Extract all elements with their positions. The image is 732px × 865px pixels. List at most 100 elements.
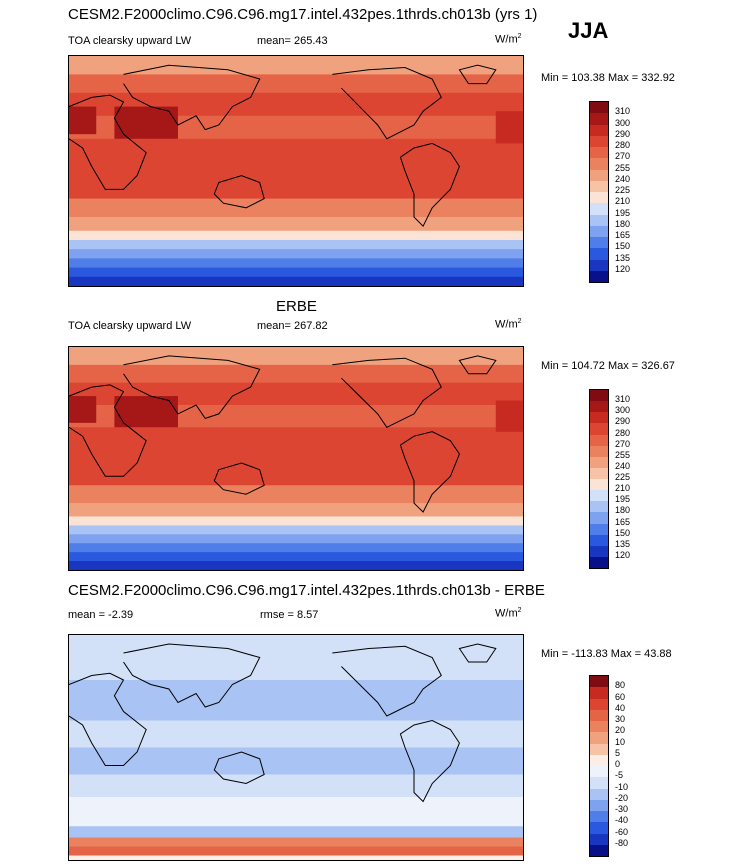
colorbar-tick-label: 30 (615, 714, 626, 724)
colorbar-tick-label: 300 (615, 405, 631, 416)
colorbar-cell (590, 203, 608, 215)
field-band (69, 267, 523, 278)
colorbar-tick-label: 135 (615, 252, 631, 263)
colorbar-tick-label: 60 (615, 691, 626, 702)
colorbar-tick-label: 135 (615, 538, 631, 549)
colorbar-cell (590, 124, 608, 136)
colorbar-tick-label: -5 (615, 770, 624, 781)
colorbar-tick-label: 270 (615, 438, 631, 449)
colorbar-cell (590, 556, 608, 568)
field-band (69, 635, 523, 681)
colorbar-tick-label: 240 (615, 173, 631, 184)
colorbar-cell (590, 102, 608, 114)
field-band (69, 680, 523, 721)
colorbar-cell (590, 799, 608, 811)
colorbar-tick-label: -10 (615, 781, 629, 792)
field-band (69, 774, 523, 798)
colorbar-cell (590, 788, 608, 800)
field-band (69, 747, 523, 775)
field-band (69, 347, 523, 366)
field-band (69, 249, 523, 259)
colorbar-tick-label: 120 (615, 549, 631, 560)
colorbar-cell (590, 113, 608, 125)
field-band (69, 561, 523, 570)
field-band (69, 382, 523, 406)
colorbar-tick-label: 225 (615, 472, 631, 482)
field-band (69, 258, 523, 269)
panel3-map (68, 634, 524, 861)
coastline (69, 94, 147, 190)
colorbar-tick-label: 310 (615, 106, 631, 117)
colorbar-tick-label: 20 (615, 725, 626, 736)
colorbar-cell (590, 412, 608, 424)
coastline (458, 643, 497, 663)
panel2-variable-label: TOA clearsky upward LW (68, 320, 192, 332)
colorbar-cell (590, 270, 608, 282)
colorbar-cell (590, 743, 608, 755)
field-band (69, 534, 523, 544)
colorbar-tick-label: -60 (615, 826, 629, 837)
panel3-minmax: Min = -113.83 Max = 43.88 (541, 648, 672, 660)
field-band (69, 427, 523, 486)
colorbar-cell (590, 698, 608, 710)
colorbar-tick-label: 210 (615, 483, 631, 494)
field-band (69, 92, 523, 117)
panel3-colorbar (589, 675, 609, 857)
colorbar-cell (590, 709, 608, 721)
coastline (123, 355, 261, 419)
field-band (69, 516, 523, 526)
hot-spot (69, 396, 97, 423)
colorbar-cell (590, 490, 608, 502)
colorbar-tick-label: -80 (615, 837, 629, 848)
colorbar-tick-label: 240 (615, 460, 631, 471)
colorbar-cell (590, 545, 608, 557)
coastline (123, 64, 261, 131)
colorbar-tick-label: 120 (615, 263, 631, 274)
field-band (69, 837, 523, 847)
coastline (332, 357, 442, 428)
field-band (69, 826, 523, 838)
coastline (332, 645, 442, 717)
colorbar-tick-label: 280 (615, 427, 631, 438)
colorbar-cell (590, 434, 608, 446)
panel1-minmax: Min = 103.38 Max = 332.92 (541, 72, 675, 84)
colorbar-tick-label: 0 (615, 759, 621, 769)
colorbar-cell (590, 766, 608, 778)
hot-spot (495, 111, 523, 144)
colorbar-cell (590, 401, 608, 413)
colorbar-cell (590, 844, 608, 856)
colorbar-cell (590, 534, 608, 546)
colorbar-cell (590, 192, 608, 204)
field-band (69, 404, 523, 428)
coastline (213, 462, 265, 495)
panel1-colorbar (589, 101, 609, 283)
colorbar-tick-label: 225 (615, 185, 631, 195)
field-band (69, 240, 523, 250)
colorbar-tick-label: 255 (615, 162, 631, 173)
colorbar-cell (590, 479, 608, 491)
colorbar-cell (590, 467, 608, 479)
field-band (69, 115, 523, 140)
panel2-minmax: Min = 104.72 Max = 326.67 (541, 360, 675, 372)
hot-spot (495, 400, 523, 432)
colorbar-cell (590, 180, 608, 192)
colorbar-cell (590, 732, 608, 744)
colorbar-cell (590, 456, 608, 468)
colorbar-tick-label: -20 (615, 792, 629, 803)
hot-spot (114, 106, 178, 139)
colorbar-tick-label: 150 (615, 527, 631, 538)
colorbar-tick-label: 280 (615, 140, 631, 150)
coastline (458, 355, 497, 375)
hot-spot (114, 396, 178, 428)
colorbar-tick-label: 255 (615, 449, 631, 460)
coastline (332, 66, 442, 140)
colorbar-tick-label: 270 (615, 151, 631, 162)
panel1-map (68, 55, 524, 287)
colorbar-cell (590, 754, 608, 766)
colorbar-tick-label: -40 (615, 815, 629, 826)
hot-spot (69, 106, 97, 135)
panel3-rmse-label: rmse = 8.57 (260, 609, 319, 621)
panel2-units: W/m2 (495, 318, 522, 331)
panel2-title: ERBE (276, 298, 317, 315)
colorbar-tick-label: 180 (615, 505, 631, 516)
